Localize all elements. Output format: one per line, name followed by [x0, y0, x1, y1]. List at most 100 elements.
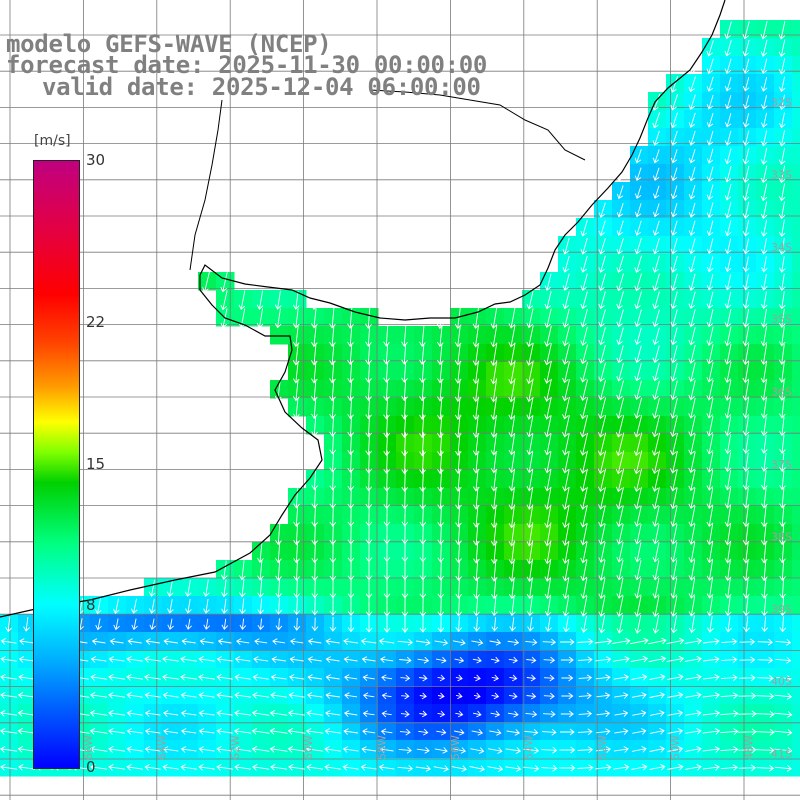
wind-cell — [504, 668, 523, 687]
wind-cell — [702, 686, 721, 705]
wind-cell — [324, 722, 343, 741]
wind-cell — [180, 668, 199, 687]
coastline — [0, 0, 726, 618]
wind-cell — [288, 758, 307, 777]
wind-arrow — [131, 618, 138, 631]
wind-cell — [324, 758, 343, 777]
wind-arrow — [180, 764, 197, 771]
wind-arrow — [126, 656, 143, 663]
wind-cell — [414, 668, 433, 687]
wind-arrow — [563, 616, 570, 633]
wind-arrow — [401, 432, 408, 457]
wind-arrow — [293, 541, 300, 564]
wind-cell — [288, 704, 307, 723]
wind-arrow — [234, 692, 252, 699]
wind-arrow — [760, 21, 768, 40]
wind-arrow — [526, 360, 534, 385]
wind-arrow — [706, 398, 714, 419]
wind-arrow — [742, 21, 750, 40]
wind-arrow — [418, 728, 429, 736]
wind-cell — [306, 722, 325, 741]
wind-arrow — [670, 238, 678, 255]
wind-arrow — [615, 414, 625, 438]
wind-arrow — [181, 638, 196, 645]
wind-arrow — [0, 692, 18, 699]
wind-cell — [306, 668, 325, 687]
wind-arrow — [562, 522, 570, 546]
wind-arrow — [380, 656, 394, 663]
wind-arrow — [670, 542, 678, 563]
wind-arrow — [0, 656, 17, 663]
wind-arrow — [419, 487, 427, 510]
wind-cell — [342, 704, 361, 723]
wind-arrow — [347, 469, 355, 491]
wind-arrow — [578, 656, 593, 664]
wind-arrow — [437, 432, 444, 457]
wind-cell — [180, 686, 199, 705]
wind-cell — [648, 668, 667, 687]
wind-arrow — [651, 432, 661, 456]
wind-cell — [450, 650, 469, 669]
wind-arrow — [595, 746, 611, 753]
wind-arrow — [473, 710, 482, 718]
wind-cell — [270, 758, 289, 777]
wind-arrow — [634, 167, 642, 182]
wind-arrow — [545, 616, 552, 632]
wind-cell — [468, 722, 487, 741]
wind-cell — [0, 758, 19, 777]
wind-arrow — [743, 577, 750, 599]
wind-arrow — [688, 273, 696, 291]
wind-arrow — [598, 505, 606, 528]
wind-arrow — [761, 559, 768, 582]
wind-arrow — [347, 415, 355, 438]
wind-arrow — [724, 398, 732, 419]
wind-cell — [756, 686, 775, 705]
longitude-label: 52W — [596, 735, 609, 760]
wind-arrow — [742, 291, 750, 310]
wind-arrow — [0, 746, 18, 753]
wind-cell — [288, 740, 307, 759]
wind-arrow — [652, 505, 660, 527]
wind-arrow — [688, 596, 696, 617]
wind-arrow — [652, 167, 660, 181]
wind-arrow — [311, 559, 319, 581]
wind-arrow — [652, 149, 660, 164]
wind-arrow — [311, 470, 319, 491]
wind-arrow — [738, 746, 757, 754]
wind-arrow — [292, 308, 300, 329]
wind-arrow — [779, 541, 786, 564]
wind-cell — [162, 722, 181, 741]
wind-arrow — [383, 596, 391, 617]
wind-arrow — [274, 290, 282, 310]
wind-cell — [198, 686, 217, 705]
wind-arrow — [685, 745, 702, 753]
wind-arrow — [706, 344, 714, 365]
wind-arrow — [779, 470, 786, 491]
wind-arrow — [706, 166, 714, 183]
wind-arrow — [544, 522, 552, 547]
wind-arrow — [742, 452, 750, 472]
wind-arrow — [451, 765, 467, 773]
wind-arrow — [472, 656, 482, 664]
wind-arrow — [778, 379, 786, 401]
longitude-labels: 66W 64W 62W 60W 58W 56W 54W 52W 50W 48W — [82, 735, 756, 760]
latitude-label: 36S — [771, 386, 792, 399]
wind-arrow — [434, 639, 449, 646]
wind-arrow — [688, 362, 696, 383]
wind-cell — [18, 758, 37, 777]
wind-arrows — [0, 21, 793, 773]
wind-arrow — [580, 505, 588, 528]
wind-arrow — [778, 94, 786, 111]
wind-arrow — [163, 728, 179, 735]
wind-cell — [486, 740, 505, 759]
wind-cell — [540, 704, 559, 723]
wind-cell — [774, 668, 793, 687]
latitude-label: 40S — [771, 675, 792, 688]
wind-arrow — [724, 379, 732, 401]
wind-arrow — [778, 343, 786, 365]
wind-arrow — [560, 638, 575, 646]
wind-arrow — [720, 692, 739, 699]
wind-cell — [324, 650, 343, 669]
wind-arrow — [360, 764, 377, 771]
wind-arrow — [292, 290, 300, 310]
